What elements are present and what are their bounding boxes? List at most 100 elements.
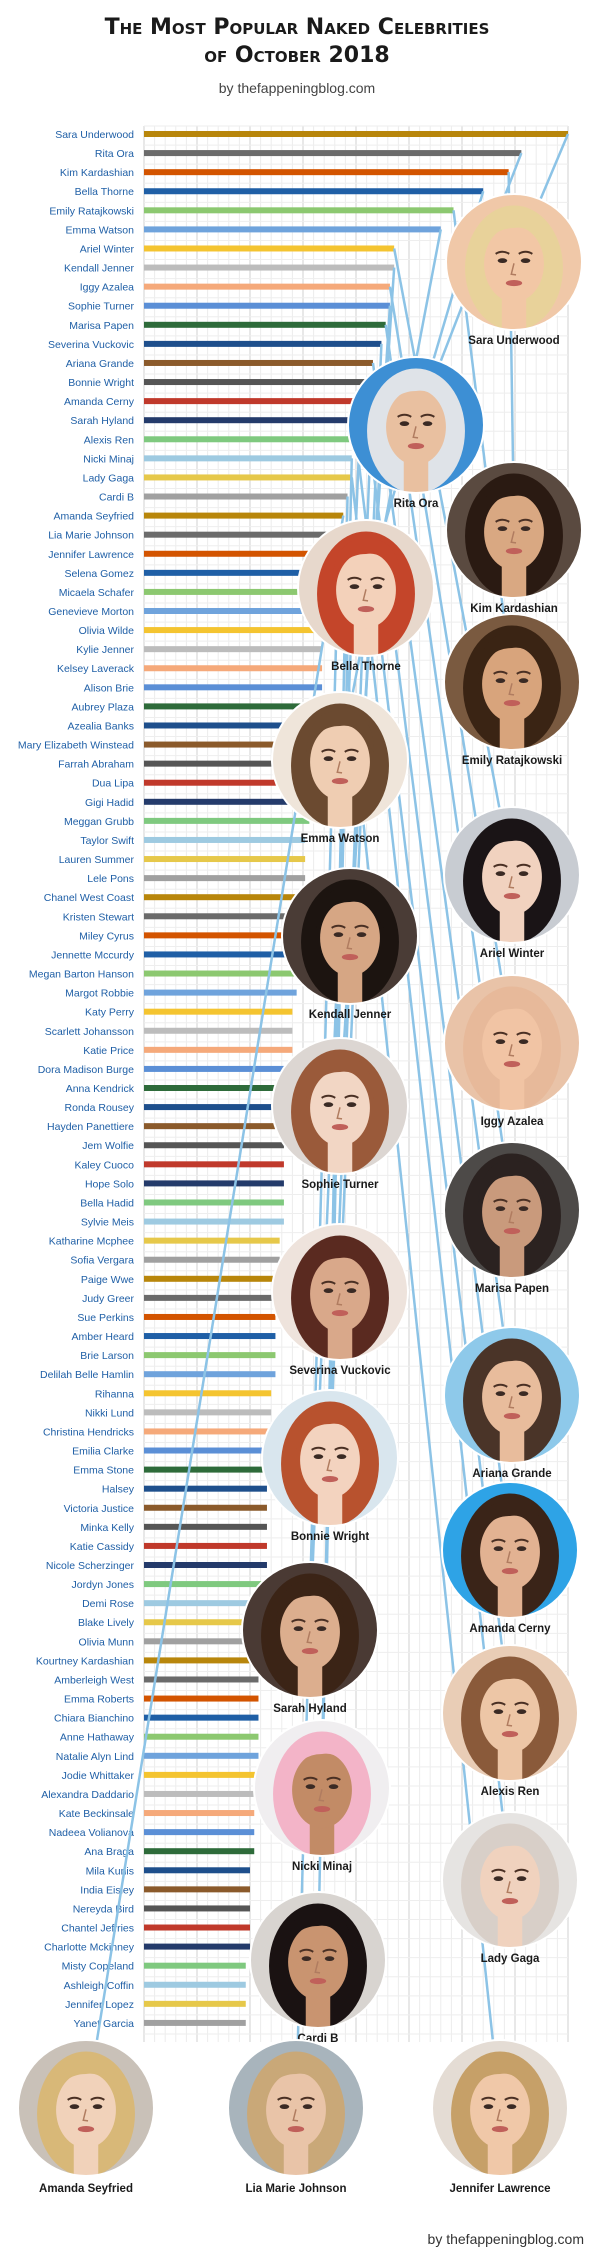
bar: [144, 283, 390, 290]
bar: [144, 1962, 246, 1969]
bar: [144, 398, 365, 405]
portrait-name-label: Amanda Seyfried: [39, 2183, 133, 2195]
category-label: Lia Marie Johnson: [48, 530, 134, 542]
portrait-name-label: Rita Ora: [394, 498, 439, 510]
portrait-name-label: Nicki Minaj: [292, 1861, 352, 1873]
category-label: Nikki Lund: [85, 1407, 134, 1419]
bar: [144, 1714, 259, 1721]
category-label: Mary Elizabeth Winstead: [18, 740, 134, 752]
category-label: Ana Braga: [84, 1846, 134, 1858]
bar: [144, 1542, 267, 1549]
portrait: [17, 2039, 155, 2177]
bar: [144, 646, 323, 653]
portrait-name-label: Emily Ratajkowski: [462, 755, 562, 767]
category-label: Emilia Clarke: [72, 1446, 134, 1458]
bar: [144, 1123, 289, 1130]
bar: [144, 1924, 250, 1931]
category-label: Sara Underwood: [55, 129, 134, 141]
category-label: Katie Cassidy: [70, 1541, 135, 1553]
bar: [144, 1867, 250, 1874]
category-label: Jodie Whittaker: [62, 1770, 135, 1782]
category-label: Alison Brie: [84, 682, 134, 694]
bar: [144, 379, 373, 386]
category-label: Jem Wolfie: [82, 1140, 134, 1152]
bar: [144, 627, 327, 634]
title-line-2: of October 2018: [204, 43, 390, 68]
category-label: Jordyn Jones: [72, 1579, 134, 1591]
bar: [144, 1676, 259, 1683]
bar: [144, 894, 301, 901]
bar: [144, 875, 306, 882]
portrait-name-label: Amanda Cerny: [469, 1623, 551, 1635]
portrait: [445, 193, 583, 331]
category-label: Dua Lipa: [92, 778, 134, 790]
chart-labels: Sara Underwood Rita Ora Kim Kardashian Bell…: [18, 129, 135, 2030]
category-label: Delilah Belle Hamlin: [40, 1369, 134, 1381]
category-label: Charlotte Mckinney: [44, 1942, 135, 1954]
category-label: Katharine Mcphee: [49, 1236, 134, 1248]
bar: [144, 1142, 284, 1149]
portrait: [271, 1037, 409, 1175]
category-label: Anna Kendrick: [66, 1083, 135, 1095]
category-label: Dora Madison Burge: [38, 1064, 134, 1076]
portrait-name-label: Sarah Hyland: [273, 1703, 347, 1715]
bar: [144, 1085, 289, 1091]
bar: [144, 226, 441, 233]
portrait: [441, 1644, 579, 1782]
category-label: Lady Gaga: [83, 472, 135, 484]
portrait: [281, 867, 419, 1005]
category-label: Paige Wwe: [81, 1274, 134, 1286]
portrait: [443, 974, 581, 1112]
bar: [144, 1504, 267, 1511]
portrait-name-label: Kendall Jenner: [309, 1009, 392, 1021]
category-label: Christina Hendricks: [43, 1426, 134, 1438]
bar: [144, 1905, 250, 1912]
bar: [144, 169, 509, 176]
bar: [144, 264, 395, 271]
bar: [144, 1562, 267, 1568]
bar: [144, 1352, 276, 1359]
portrait: [441, 1481, 579, 1619]
bar: [144, 302, 390, 309]
category-label: Nadeea Volianova: [49, 1827, 134, 1839]
category-label: Brie Larson: [80, 1350, 134, 1362]
bar: [144, 932, 301, 939]
bar: [144, 493, 348, 500]
bar: [144, 1771, 259, 1778]
bar: [144, 1886, 250, 1893]
category-label: Bella Thorne: [75, 186, 135, 198]
category-label: Nereyda Bird: [73, 1903, 134, 1915]
bar: [144, 1619, 263, 1626]
bar: [144, 1275, 280, 1282]
bar: [144, 913, 301, 920]
category-label: Blake Lively: [78, 1617, 135, 1629]
portrait-name-label: Ariana Grande: [472, 1468, 551, 1480]
bar: [144, 474, 352, 481]
portrait-name-label: Sophie Turner: [301, 1179, 379, 1191]
category-label: Lauren Summer: [59, 854, 135, 866]
bar: [144, 2019, 246, 2026]
category-label: Sophie Turner: [68, 301, 134, 313]
bar: [144, 321, 386, 328]
portrait: [249, 1891, 387, 2029]
category-label: Kim Kardashian: [60, 167, 134, 179]
category-label: Olivia Wilde: [79, 625, 135, 637]
category-label: Sarah Hyland: [70, 415, 134, 427]
portrait-name-label: Lia Marie Johnson: [246, 2183, 347, 2195]
bar: [144, 569, 331, 576]
portrait: [443, 613, 581, 751]
bar: [144, 760, 314, 767]
bar: [144, 207, 454, 214]
category-label: Demi Rose: [82, 1598, 134, 1610]
category-label: Ariana Grande: [66, 358, 134, 370]
bar: [144, 1695, 259, 1702]
category-label: Meggan Grubb: [64, 816, 134, 828]
bar: [144, 951, 297, 958]
category-label: Chantel Jeffries: [61, 1923, 134, 1935]
category-label: Megan Barton Hanson: [29, 969, 134, 981]
category-label: Mila Kunis: [86, 1865, 134, 1877]
category-label: Hayden Panettiere: [47, 1121, 134, 1133]
category-label: Amanda Seyfried: [53, 511, 134, 523]
portrait: [443, 806, 581, 944]
